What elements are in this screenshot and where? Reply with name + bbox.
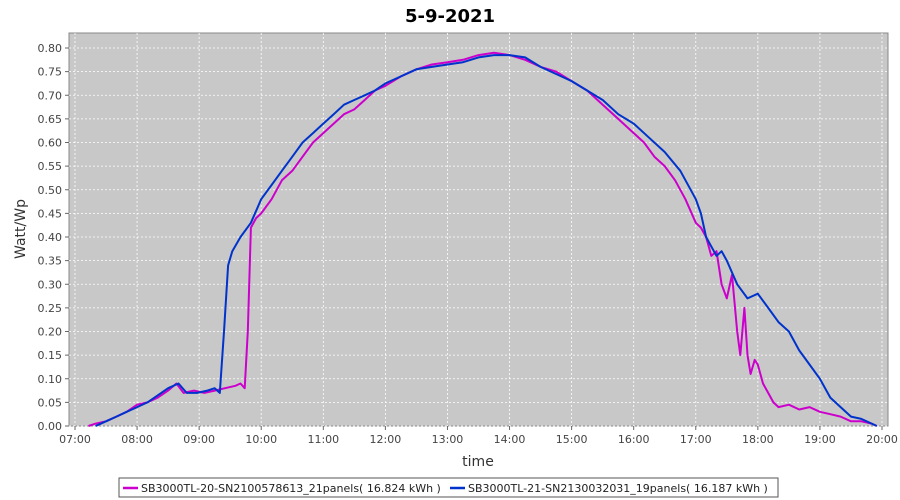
y-tick-label: 0.70 bbox=[38, 89, 63, 102]
y-tick-label: 0.25 bbox=[38, 302, 63, 315]
x-tick-label: 08:00 bbox=[121, 433, 153, 446]
x-tick-label: 17:00 bbox=[680, 433, 712, 446]
x-tick-label: 14:00 bbox=[494, 433, 526, 446]
legend-box bbox=[118, 477, 779, 498]
y-tick-label: 0.45 bbox=[38, 207, 63, 220]
y-axis: 0.00 0.05 0.10 0.15 0.20 0.25 0.30 0.35 0.40 0.45… bbox=[38, 42, 69, 433]
x-tick-label: 13:00 bbox=[432, 433, 464, 446]
x-tick-label: 07:00 bbox=[59, 433, 91, 446]
series-line-2 bbox=[95, 54, 878, 427]
plot-area bbox=[68, 32, 889, 427]
x-tick-label: 15:00 bbox=[556, 433, 588, 446]
x-axis: 07:00 08:00 09:00 10:00 11:00 12:00 13:00 14:00… bbox=[59, 426, 898, 446]
chart-title: 5-9-2021 bbox=[405, 6, 495, 27]
legend-item-2: SB3000TL-21-SN2130032031_19panels( 16.18… bbox=[468, 482, 768, 495]
y-tick-label: 0.20 bbox=[38, 326, 63, 339]
x-axis-label: time bbox=[462, 454, 494, 470]
legend-item-1: SB3000TL-20-SN2100578613_21panels( 16.82… bbox=[141, 482, 441, 495]
y-tick-label: 0.00 bbox=[38, 420, 63, 433]
y-axis-label: Watt/Wp bbox=[13, 199, 29, 259]
x-tick-label: 20:00 bbox=[866, 433, 898, 446]
x-tick-label: 16:00 bbox=[618, 433, 650, 446]
y-tick-label: 0.35 bbox=[38, 255, 63, 268]
x-tick-label: 11:00 bbox=[307, 433, 339, 446]
y-tick-label: 0.80 bbox=[38, 42, 63, 55]
series-line-1 bbox=[88, 51, 878, 427]
x-tick-label: 10:00 bbox=[245, 433, 277, 446]
x-tick-label: 18:00 bbox=[742, 433, 774, 446]
y-tick-label: 0.05 bbox=[38, 396, 63, 409]
x-tick-label: 09:00 bbox=[183, 433, 215, 446]
y-tick-label: 0.55 bbox=[38, 160, 63, 173]
series-lines bbox=[88, 51, 878, 427]
y-tick-label: 0.75 bbox=[38, 66, 63, 79]
y-tick-label: 0.15 bbox=[38, 349, 63, 362]
y-tick-label: 0.50 bbox=[38, 184, 63, 197]
y-tick-label: 0.60 bbox=[38, 137, 63, 150]
y-tick-label: 0.30 bbox=[38, 278, 63, 291]
x-tick-label: 19:00 bbox=[804, 433, 836, 446]
y-tick-label: 0.65 bbox=[38, 113, 63, 126]
legend: SB3000TL-20-SN2100578613_21panels( 16.82… bbox=[118, 477, 779, 498]
x-tick-label: 12:00 bbox=[370, 433, 402, 446]
y-tick-label: 0.10 bbox=[38, 373, 63, 386]
grid-lines bbox=[69, 33, 888, 427]
y-tick-label: 0.40 bbox=[38, 231, 63, 244]
